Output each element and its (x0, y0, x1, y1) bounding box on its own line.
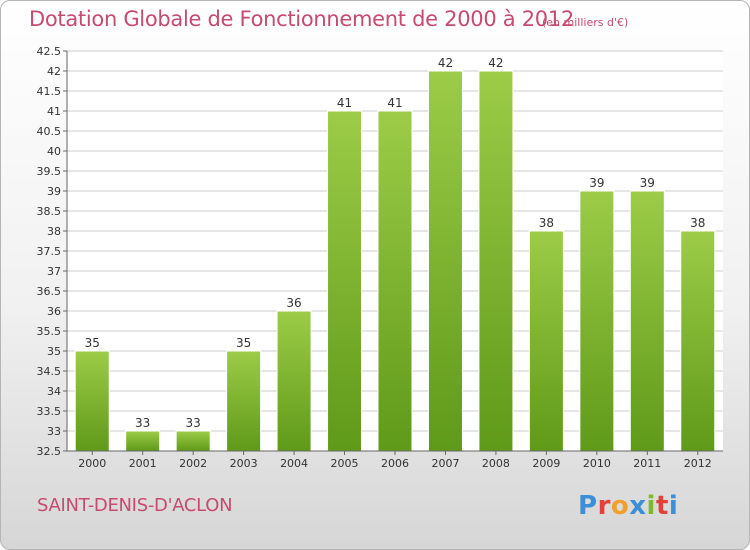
y-tick-label: 36.5 (37, 285, 62, 298)
x-tick-label: 2005 (331, 457, 359, 470)
y-tick-label: 40.5 (37, 125, 62, 138)
bar (427, 70, 463, 452)
y-tick-label: 33.5 (37, 405, 62, 418)
bar-value-label: 42 (438, 56, 453, 70)
logo-letter: t (655, 491, 669, 521)
bar (74, 350, 110, 452)
x-tick-label: 2003 (230, 457, 258, 470)
bar (226, 350, 262, 452)
y-tick-label: 35 (47, 345, 61, 358)
bar (125, 430, 161, 452)
y-tick-label: 33 (47, 425, 61, 438)
x-axis: 2000 2001 2002 2003 2004 2005 2006 2007 2008 2009… (67, 450, 723, 470)
logo-letter: r (597, 491, 611, 521)
y-tick-label: 38 (47, 225, 61, 238)
x-tick-label: 2006 (381, 457, 409, 470)
x-tick-label: 2000 (78, 457, 106, 470)
x-tick-label: 2002 (179, 457, 207, 470)
y-tick-label: 37 (47, 265, 61, 278)
logo-letter: P (578, 491, 598, 521)
bar-value-label: 33 (135, 416, 150, 430)
y-tick-label: 35.5 (37, 325, 62, 338)
bar-value-label: 35 (85, 336, 100, 350)
bar (528, 230, 564, 452)
bar (327, 110, 363, 452)
bars: 35 33 33 35 36 41 41 42 42 38 39 39 38 (74, 56, 716, 452)
commune-name: SAINT-DENIS-D'ACLON (37, 495, 233, 516)
logo-letter: x (629, 491, 647, 521)
y-tick-label: 41 (47, 105, 61, 118)
y-tick-label: 41.5 (37, 85, 62, 98)
y-tick-label: 40 (47, 145, 61, 158)
chart-title: Dotation Globale de Fonctionnement de 20… (29, 7, 574, 31)
x-tick-label: 2011 (633, 457, 661, 470)
y-tick-label: 32.5 (37, 445, 62, 458)
proxiti-logo[interactable]: Proxiti (578, 491, 678, 521)
bar (175, 430, 211, 452)
chart-unit: (en milliers d'€) (542, 16, 629, 29)
x-tick-label: 2009 (532, 457, 560, 470)
bar-value-label: 33 (186, 416, 201, 430)
logo-letter: i (668, 491, 679, 521)
y-tick-label: 39.5 (37, 165, 62, 178)
bar-value-label: 38 (690, 216, 705, 230)
bar-value-label: 41 (387, 96, 402, 110)
bar (629, 190, 665, 452)
x-tick-label: 2004 (280, 457, 308, 470)
y-tick-label: 42.5 (37, 45, 62, 58)
bar-value-label: 39 (589, 176, 604, 190)
y-tick-label: 37.5 (37, 245, 62, 258)
bar (579, 190, 615, 452)
y-tick-label: 42 (47, 65, 61, 78)
bar-value-label: 42 (488, 56, 503, 70)
x-tick-label: 2008 (482, 457, 510, 470)
bar-value-label: 39 (640, 176, 655, 190)
y-tick-label: 34 (47, 385, 61, 398)
y-tick-label: 38.5 (37, 205, 62, 218)
y-axis: 32.5 33 33.5 34 34.5 35 35.5 36 36.5 37 37.5 38 38.5… (37, 45, 68, 458)
bar (276, 310, 312, 452)
bar-value-label: 41 (337, 96, 352, 110)
y-tick-label: 39 (47, 185, 61, 198)
x-tick-label: 2010 (583, 457, 611, 470)
y-tick-label: 36 (47, 305, 61, 318)
bar (478, 70, 514, 452)
bar-value-label: 35 (236, 336, 251, 350)
logo-letter: i (646, 491, 656, 521)
x-tick-label: 2007 (431, 457, 459, 470)
bar (680, 230, 716, 452)
bar (377, 110, 413, 452)
logo-letter: o (610, 491, 630, 521)
x-tick-label: 2012 (684, 457, 712, 470)
bar-value-label: 38 (539, 216, 554, 230)
x-tick-label: 2001 (129, 457, 157, 470)
y-tick-label: 34.5 (37, 365, 62, 378)
bar-value-label: 36 (286, 296, 301, 310)
